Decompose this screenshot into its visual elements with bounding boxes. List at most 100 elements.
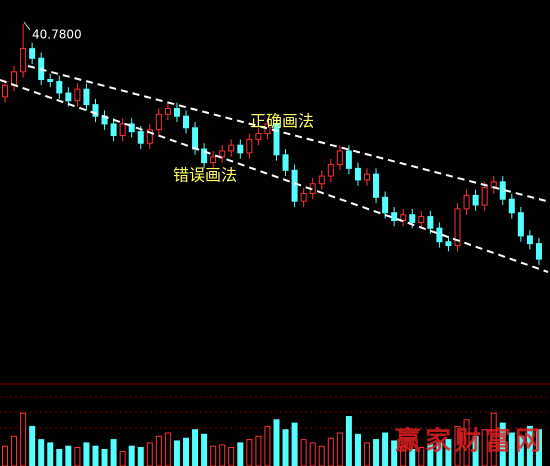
- candle-body: [201, 148, 208, 164]
- candle-body: [373, 173, 380, 198]
- volume-bar: [128, 445, 135, 466]
- volume-bar: [74, 447, 81, 466]
- candle-body: [354, 167, 361, 181]
- volume-bar: [291, 422, 298, 466]
- candle-body: [364, 173, 370, 181]
- volume-bar: [300, 439, 307, 466]
- candle-body: [472, 194, 479, 206]
- candle-body: [454, 208, 461, 247]
- volume-bar: [164, 432, 171, 466]
- candle-body: [463, 194, 470, 210]
- candle-body: [210, 156, 217, 164]
- volume-bar: [65, 445, 72, 466]
- candle-body: [92, 104, 99, 117]
- candle-body: [237, 144, 244, 154]
- volume-bar: [92, 445, 99, 466]
- candle-body: [65, 92, 72, 102]
- candle-body: [481, 187, 488, 206]
- volume-bar: [155, 435, 162, 466]
- candle-body: [119, 123, 126, 137]
- volume-bar: [535, 429, 542, 466]
- watermark: 赢家财富网: [395, 426, 545, 457]
- candle-body: [508, 198, 515, 214]
- candle-body: [219, 150, 226, 158]
- volume-bar: [327, 437, 334, 466]
- candle-body: [526, 235, 533, 245]
- candle-body: [382, 196, 389, 214]
- volume-bar: [309, 442, 316, 466]
- candle-body: [409, 214, 416, 223]
- candle-body: [246, 138, 253, 154]
- trend-line-wrong: [0, 79, 549, 273]
- volume-bar: [2, 445, 8, 466]
- candle-body: [282, 154, 289, 171]
- candle-body: [56, 80, 63, 94]
- annotation: 错误画法: [173, 166, 237, 185]
- volume-bar: [20, 412, 27, 466]
- volume-bar: [237, 442, 244, 466]
- volume-bar: [56, 449, 63, 466]
- candle-body: [2, 84, 8, 98]
- volume-bar: [38, 439, 45, 466]
- candle-body: [155, 113, 162, 131]
- candle-body: [128, 123, 135, 133]
- candle-body: [173, 107, 180, 117]
- volume-bar: [481, 429, 488, 466]
- candle-body: [336, 150, 343, 165]
- candle-body: [228, 144, 235, 152]
- volume-bar: [119, 450, 126, 466]
- volume-bar: [490, 412, 497, 466]
- volume-bar: [318, 445, 325, 466]
- candle-body: [345, 150, 352, 169]
- volume-bar: [137, 447, 144, 466]
- volume-bar: [336, 432, 343, 466]
- max-pointer: [23, 21, 31, 31]
- volume-bar: [183, 437, 189, 466]
- candle-body: [291, 169, 298, 202]
- candle-body: [29, 48, 36, 59]
- volume-bar: [345, 416, 352, 466]
- volume-bar: [255, 435, 262, 466]
- volume-bar: [373, 439, 380, 466]
- marks: [2, 23, 542, 466]
- volume-bar: [219, 444, 226, 466]
- volume-bar: [83, 442, 90, 466]
- annotation: 正确画法: [250, 112, 314, 131]
- candle-body: [255, 133, 262, 140]
- trend-line-correct: [27, 65, 550, 203]
- volume-bar: [228, 447, 235, 466]
- candle-body: [74, 88, 81, 102]
- volume-bar: [391, 440, 398, 466]
- candle-body: [535, 243, 542, 260]
- volume-bar: [264, 425, 271, 466]
- volume-bar: [354, 433, 361, 466]
- candle-body: [318, 175, 325, 185]
- candle-body: [110, 123, 117, 137]
- volume-bar: [400, 445, 407, 466]
- candle-body: [20, 48, 27, 73]
- volume-bar: [210, 445, 217, 466]
- volume-bar: [445, 439, 452, 466]
- candle-body: [183, 115, 189, 129]
- candle-body: [146, 129, 153, 144]
- volume-bar: [47, 442, 54, 466]
- volume-bar: [201, 433, 208, 466]
- volume-bar: [246, 439, 253, 466]
- volume-bar: [364, 442, 370, 466]
- volume-bar: [427, 444, 434, 466]
- volume-bar: [146, 442, 153, 466]
- candle-body: [273, 123, 280, 156]
- volume-bar: [282, 429, 289, 466]
- volume-bar: [382, 432, 389, 466]
- candle-body: [83, 88, 90, 106]
- volume-bar: [29, 425, 36, 466]
- volume-bar: [273, 419, 280, 466]
- volume-bar: [101, 449, 108, 466]
- volume-bar: [499, 422, 506, 466]
- candle-body: [445, 241, 452, 247]
- candle-body: [300, 192, 307, 202]
- candle-body: [391, 212, 398, 221]
- max-label: 40.7800: [32, 28, 82, 42]
